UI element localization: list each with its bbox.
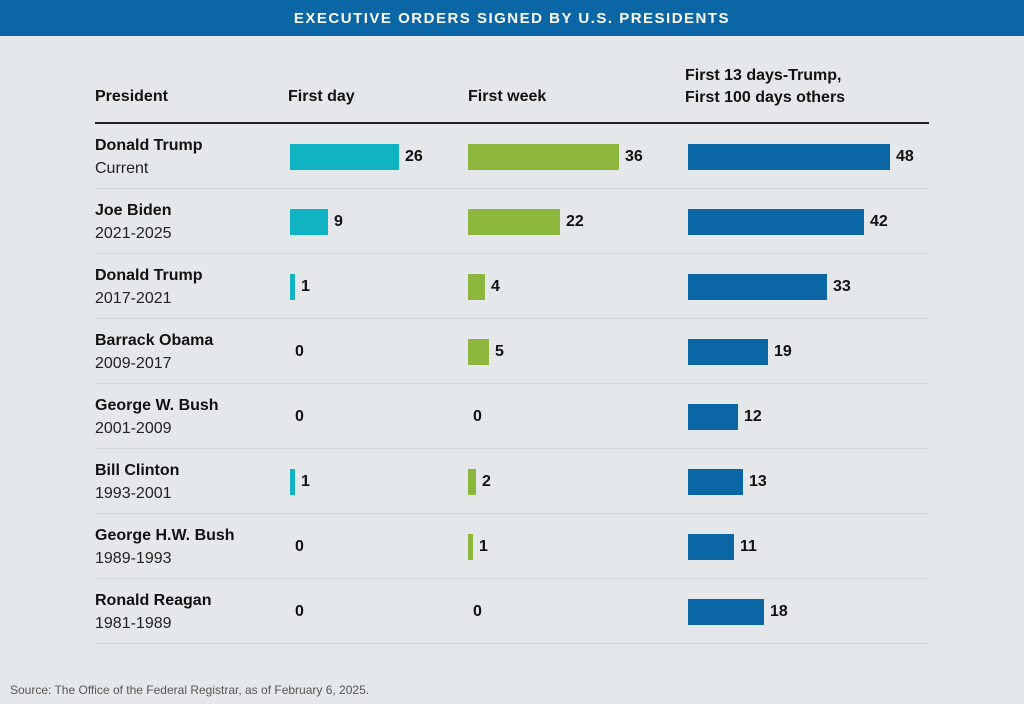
bar-extended (688, 274, 827, 300)
president-name: Barrack Obama (95, 332, 214, 349)
value-label-first-day: 0 (295, 343, 304, 360)
value-label-first-day: 1 (301, 278, 310, 295)
table-row: Bill Clinton 1993-2001 1 2 13 (95, 449, 929, 514)
bar-first-week (468, 274, 485, 300)
bar-first-day (290, 274, 295, 300)
table-row: Joe Biden 2021-2025 9 22 42 (95, 189, 929, 254)
president-name: Ronald Reagan (95, 592, 212, 609)
bar-first-day (290, 144, 399, 170)
bar-first-week (468, 469, 476, 495)
bar-first-day (290, 469, 295, 495)
value-label-extended: 13 (749, 473, 767, 490)
value-label-extended: 19 (774, 343, 792, 360)
bar-extended (688, 469, 743, 495)
table-row: George W. Bush 2001-2009 0 0 12 (95, 384, 929, 449)
value-label-extended: 33 (833, 278, 851, 295)
value-label-extended: 12 (744, 408, 762, 425)
table-row: Donald Trump Current 26 36 48 (95, 124, 929, 189)
header-president: President (95, 88, 168, 105)
chart-title: EXECUTIVE ORDERS SIGNED BY U.S. PRESIDEN… (293, 9, 731, 27)
value-label-first-week: 4 (491, 278, 500, 295)
bar-extended (688, 534, 734, 560)
bar-first-week (468, 144, 619, 170)
president-term: 1981-1989 (95, 615, 172, 632)
value-label-first-week: 0 (473, 603, 482, 620)
bar-extended (688, 404, 738, 430)
value-label-first-day: 26 (405, 148, 423, 165)
bar-extended (688, 209, 864, 235)
title-bar: EXECUTIVE ORDERS SIGNED BY U.S. PRESIDEN… (0, 0, 1024, 36)
value-label-first-day: 0 (295, 408, 304, 425)
president-name: Joe Biden (95, 202, 172, 219)
header-extended-line1: First 13 days-Trump, (685, 67, 842, 84)
table-row: Ronald Reagan 1981-1989 0 0 18 (95, 579, 929, 644)
president-name: Bill Clinton (95, 462, 180, 479)
bar-extended (688, 144, 890, 170)
header-extended-line2: First 100 days others (685, 89, 846, 106)
table-row: Donald Trump 2017-2021 1 4 33 (95, 254, 929, 319)
header-first-week: First week (468, 88, 547, 105)
president-term: 1989-1993 (95, 550, 172, 567)
bar-extended (688, 599, 764, 625)
president-term: 2021-2025 (95, 225, 172, 242)
value-label-first-week: 22 (566, 213, 584, 230)
president-name: Donald Trump (95, 267, 203, 284)
table-row: George H.W. Bush 1989-1993 0 1 11 (95, 514, 929, 579)
president-term: Current (95, 160, 149, 177)
bar-extended (688, 339, 768, 365)
president-name: Donald Trump (95, 137, 203, 154)
bar-first-week (468, 209, 560, 235)
bar-first-week (468, 339, 489, 365)
president-term: 2001-2009 (95, 420, 172, 437)
president-term: 1993-2001 (95, 485, 172, 502)
president-name: George W. Bush (95, 397, 219, 414)
value-label-first-week: 36 (625, 148, 643, 165)
source-note: Source: The Office of the Federal Regist… (10, 683, 370, 697)
value-label-first-day: 9 (334, 213, 343, 230)
president-term: 2009-2017 (95, 355, 172, 372)
value-label-first-week: 0 (473, 408, 482, 425)
value-label-extended: 48 (896, 148, 914, 165)
bar-first-day (290, 209, 328, 235)
value-label-first-day: 0 (295, 538, 304, 555)
header-rule (95, 122, 929, 124)
president-term: 2017-2021 (95, 290, 172, 307)
value-label-first-day: 0 (295, 603, 304, 620)
header-first-day: First day (288, 88, 355, 105)
bar-first-week (468, 534, 473, 560)
value-label-first-week: 2 (482, 473, 491, 490)
value-label-extended: 11 (740, 538, 757, 555)
value-label-first-week: 1 (479, 538, 488, 555)
value-label-extended: 18 (770, 603, 788, 620)
table-row: Barrack Obama 2009-2017 0 5 19 (95, 319, 929, 384)
value-label-first-day: 1 (301, 473, 310, 490)
value-label-first-week: 5 (495, 343, 504, 360)
president-name: George H.W. Bush (95, 527, 235, 544)
value-label-extended: 42 (870, 213, 888, 230)
